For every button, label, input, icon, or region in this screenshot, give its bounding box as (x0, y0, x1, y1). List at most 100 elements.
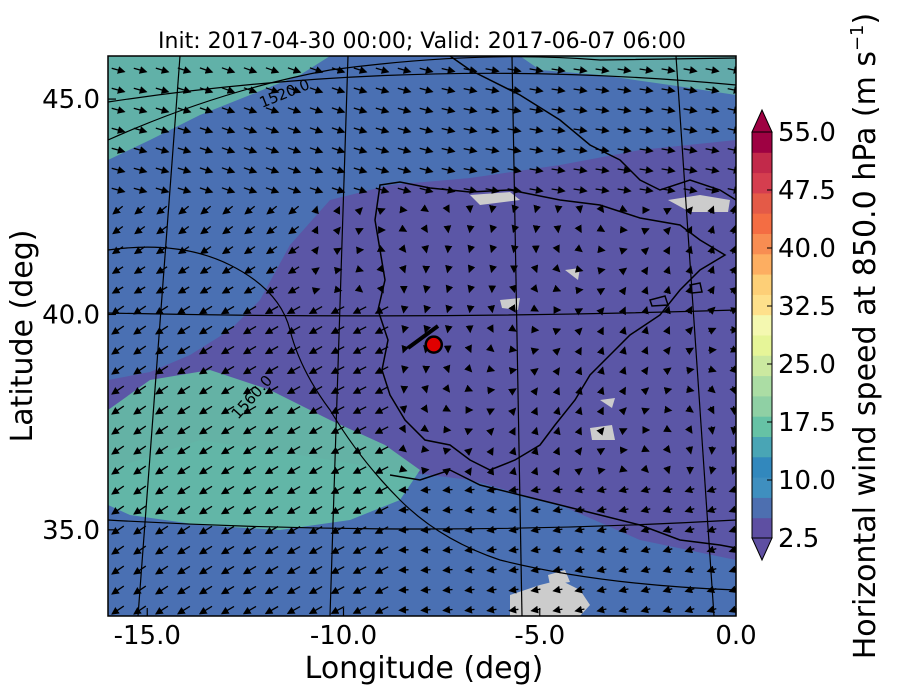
wind-arrow (155, 405, 169, 415)
wind-arrow (352, 586, 367, 594)
wind-arrow (684, 585, 695, 594)
wind-arrow (330, 546, 345, 554)
wind-arrow (442, 447, 452, 455)
wind-arrow (617, 106, 632, 114)
wind-arrow (333, 285, 343, 294)
wind-arrow (330, 566, 345, 574)
wind-arrow (421, 466, 430, 475)
wind-arrow (199, 106, 214, 114)
wind-arrow (264, 545, 279, 555)
wind-arrow (684, 485, 695, 494)
wind-arrow (421, 244, 429, 254)
wind-arrow (177, 246, 190, 255)
wind-arrow (509, 466, 517, 476)
wind-arrow (464, 565, 475, 574)
wind-arrow (508, 388, 517, 396)
wind-arrow (707, 306, 716, 315)
wind-arrow (530, 605, 541, 614)
wind-arrow (177, 66, 192, 74)
wind-arrow (198, 605, 213, 615)
wind-arrow (596, 565, 607, 574)
wind-arrow (420, 525, 431, 534)
wind-arrow (595, 186, 610, 194)
wind-arrow (530, 525, 541, 534)
wind-arrow (596, 224, 606, 232)
wind-arrow (176, 405, 191, 415)
wind-arrow (508, 485, 519, 494)
wind-arrow (220, 465, 235, 475)
wind-arrow (464, 447, 473, 456)
wind-arrow (265, 86, 280, 94)
wind-arrow (684, 326, 694, 335)
wind-arrow (728, 485, 736, 493)
wind-arrow (729, 204, 736, 214)
wind-arrow (330, 586, 345, 594)
missing-data-patches (470, 192, 730, 616)
wind-arrow (421, 384, 429, 394)
wind-arrow (111, 106, 126, 114)
wind-arrow (508, 446, 517, 456)
wind-arrow (574, 585, 585, 594)
wind-arrow (133, 106, 148, 114)
wind-arrow (374, 346, 389, 354)
wind-arrow (311, 267, 320, 276)
wind-arrow (133, 286, 146, 294)
wind-arrow (729, 245, 736, 254)
wind-arrow (661, 126, 676, 134)
wind-arrow (133, 405, 147, 415)
wind-arrow (707, 327, 717, 335)
wind-arrow (661, 106, 676, 114)
wind-arrow (111, 86, 126, 94)
wind-arrow (331, 106, 346, 114)
wind-arrow (728, 565, 736, 573)
colorbar-tick-label: 55.0 (778, 118, 836, 148)
wind-arrow (705, 106, 720, 114)
wind-arrow (111, 286, 124, 294)
wind-arrow (112, 205, 124, 215)
wind-arrow (353, 86, 368, 94)
wind-arrow (352, 366, 367, 374)
wind-arrow (685, 225, 693, 235)
wind-arrow (640, 565, 651, 574)
wind-arrow (352, 506, 367, 514)
wind-arrow (706, 565, 717, 574)
wind-arrow (639, 166, 654, 174)
wind-arrow (551, 186, 566, 194)
colorbar-extend-min (751, 537, 773, 562)
wind-arrow (707, 225, 715, 234)
wind-arrow (420, 585, 431, 594)
wind-arrow (596, 204, 605, 214)
wind-arrow (331, 146, 346, 154)
wind-arrow (222, 205, 234, 215)
wind-arrow (684, 206, 693, 215)
wind-arrow (508, 304, 516, 313)
wind-arrow (728, 605, 736, 613)
wind-arrow (705, 66, 720, 74)
wind-arrow (264, 525, 279, 535)
wind-arrow (375, 166, 390, 174)
wind-arrow (198, 305, 213, 315)
wind-arrow (662, 346, 671, 356)
wind-arrow (706, 525, 717, 534)
wind-arrow (530, 585, 541, 594)
wind-arrow (133, 166, 148, 174)
wind-arrow (419, 126, 434, 134)
wind-arrow (464, 505, 475, 514)
wind-arrow (222, 225, 234, 235)
wind-arrow (220, 405, 235, 415)
wind-arrow (574, 327, 583, 336)
wind-arrow (177, 286, 190, 294)
wind-arrow (464, 545, 475, 554)
wind-arrow (133, 266, 146, 274)
wind-arrow (286, 466, 301, 475)
wind-arrow (552, 605, 563, 614)
wind-arrow (596, 605, 607, 614)
wind-arrow (683, 66, 698, 74)
wind-arrow (265, 66, 280, 74)
wind-arrow (133, 445, 147, 455)
wind-arrow (640, 585, 651, 594)
wind-arrow (529, 66, 544, 74)
wind-arrow (485, 126, 500, 134)
wind-arrow (529, 166, 544, 174)
wind-arrow (353, 186, 368, 194)
